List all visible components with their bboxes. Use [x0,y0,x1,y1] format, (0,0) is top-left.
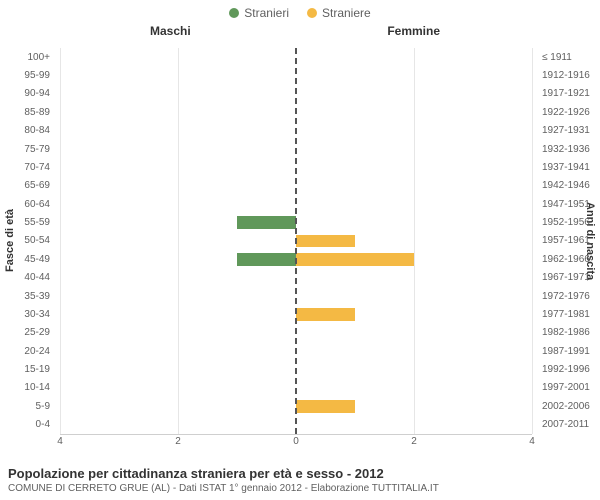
y-tick-age: 5-9 [0,401,50,412]
y-tick-birth: 1992-1996 [542,364,600,375]
y-tick-age: 55-59 [0,217,50,228]
y-tick-age: 40-44 [0,272,50,283]
y-tick-birth: 1987-1991 [542,346,600,357]
y-tick-age: 90-94 [0,88,50,99]
x-tick: 2 [411,436,417,447]
legend-male-swatch [229,8,239,18]
population-pyramid-chart: Stranieri Straniere Maschi Femmine Fasce… [0,0,600,500]
y-tick-birth: 1912-1916 [542,70,600,81]
y-tick-age: 65-69 [0,180,50,191]
x-ticks: 4 2 0 2 4 [60,436,532,450]
bar-male [237,216,296,228]
y-tick-birth: 1947-1951 [542,199,600,210]
x-axis-baseline [60,434,532,435]
caption-title: Popolazione per cittadinanza straniera p… [8,466,592,481]
y-tick-birth: 1997-2001 [542,382,600,393]
col-title-female: Femmine [387,24,440,38]
y-tick-birth: 1932-1936 [542,144,600,155]
y-tick-age: 85-89 [0,107,50,118]
caption-sub: COMUNE DI CERRETO GRUE (AL) - Dati ISTAT… [8,483,592,494]
y-tick-birth: 1957-1961 [542,235,600,246]
gridline [178,48,179,434]
y-tick-birth: 2002-2006 [542,401,600,412]
y-tick-age: 20-24 [0,346,50,357]
y-tick-birth: 1922-1926 [542,107,600,118]
y-tick-birth: 2007-2011 [542,419,600,430]
y-tick-age: 60-64 [0,199,50,210]
y-ticks-birth: ≤ 1911 1912-1916 1917-1921 1922-1926 1927-19… [536,48,600,434]
bar-female [296,400,355,412]
y-tick-birth: ≤ 1911 [542,52,600,63]
x-tick: 0 [293,436,299,447]
gridline [60,48,61,434]
gridline [532,48,533,434]
y-tick-age: 100+ [0,52,50,63]
y-tick-age: 75-79 [0,144,50,155]
y-tick-birth: 1982-1986 [542,327,600,338]
y-tick-age: 45-49 [0,254,50,265]
y-tick-age: 35-39 [0,291,50,302]
y-ticks-age: 100+ 95-99 90-94 85-89 80-84 75-79 70-74 65-69 6… [0,48,56,434]
y-tick-age: 95-99 [0,70,50,81]
y-tick-age: 10-14 [0,382,50,393]
column-titles: Maschi Femmine [0,24,600,42]
bar-female [296,308,355,320]
x-tick: 4 [57,436,63,447]
bar-female [296,235,355,247]
legend-female: Straniere [307,6,371,20]
bar-female [296,253,414,265]
bar-male [237,253,296,265]
y-tick-birth: 1977-1981 [542,309,600,320]
legend: Stranieri Straniere [0,0,600,20]
x-tick: 4 [529,436,535,447]
legend-male: Stranieri [229,6,289,20]
y-tick-age: 25-29 [0,327,50,338]
y-tick-birth: 1967-1971 [542,272,600,283]
x-tick: 2 [175,436,181,447]
center-divider [295,48,297,434]
y-tick-birth: 1937-1941 [542,162,600,173]
gridline [414,48,415,434]
legend-female-label: Straniere [322,6,371,20]
plot-area [60,48,532,434]
y-tick-age: 70-74 [0,162,50,173]
caption: Popolazione per cittadinanza straniera p… [8,466,592,494]
y-tick-age: 80-84 [0,125,50,136]
y-tick-birth: 1927-1931 [542,125,600,136]
y-tick-age: 30-34 [0,309,50,320]
y-tick-age: 50-54 [0,235,50,246]
y-tick-age: 0-4 [0,419,50,430]
y-tick-birth: 1952-1956 [542,217,600,228]
y-tick-birth: 1962-1966 [542,254,600,265]
y-tick-birth: 1917-1921 [542,88,600,99]
y-tick-birth: 1942-1946 [542,180,600,191]
legend-male-label: Stranieri [244,6,289,20]
y-tick-age: 15-19 [0,364,50,375]
legend-female-swatch [307,8,317,18]
col-title-male: Maschi [150,24,191,38]
y-tick-birth: 1972-1976 [542,291,600,302]
